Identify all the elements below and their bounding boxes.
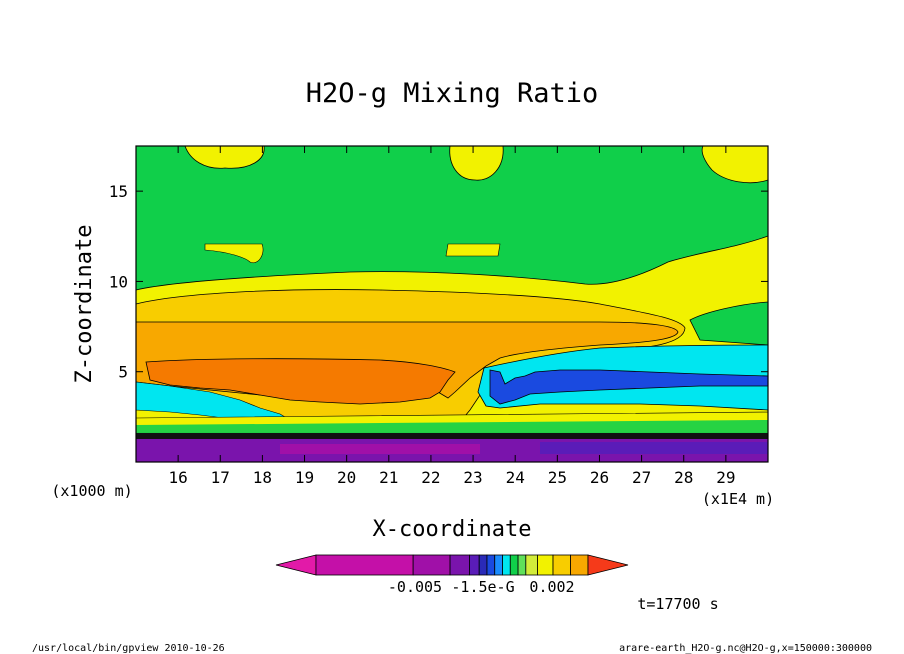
x-tick-label: 23 [463, 468, 482, 487]
y-tick-label: 15 [109, 182, 128, 201]
colorbar-segment [570, 554, 589, 576]
region-dark-orange [145, 358, 456, 405]
plot-frame [135, 145, 769, 463]
chart-title: H2O-g Mixing Ratio [306, 78, 599, 109]
x-tick-label: 25 [548, 468, 567, 487]
x-tick-label: 26 [590, 468, 609, 487]
colorbar-segment [509, 554, 519, 576]
colorbar-arrow-left [275, 554, 317, 576]
colorbar-segment [525, 554, 538, 576]
y-unit-note: (x1000 m) [51, 482, 132, 500]
region-violet-floor [280, 444, 480, 454]
region-yellow-top [701, 145, 769, 184]
colorbar-segment [486, 554, 496, 576]
footer-right: arare-earth_H2O-g.nc@H2O-g,x=150000:3000… [619, 643, 872, 654]
colorbar-label-3: 0.002 [529, 578, 574, 596]
colorbar-segment [469, 554, 480, 576]
x-tick-label: 24 [506, 468, 525, 487]
x-tick-label: 16 [169, 468, 188, 487]
colorbar-label-1: -0.005 [388, 578, 442, 596]
y-tick-label: 5 [118, 363, 128, 382]
footer-left: /usr/local/bin/gpview 2010-10-26 [32, 643, 225, 654]
x-tick-label: 21 [379, 468, 398, 487]
colorbar-segment [502, 554, 511, 576]
x-tick-label: 17 [211, 468, 230, 487]
x-axis-label: X-coordinate [373, 517, 532, 542]
region-yellow-top [449, 145, 504, 181]
region-yellow-top [184, 145, 265, 169]
colorbar-segment [315, 554, 414, 576]
x-tick-label: 28 [674, 468, 693, 487]
contour-field [135, 145, 769, 463]
x-unit-note: (x1E4 m) [702, 490, 774, 508]
region-blue-floor [540, 442, 768, 454]
x-tick-label: 18 [253, 468, 272, 487]
colorbar-segment [449, 554, 470, 576]
colorbar-segment [412, 554, 451, 576]
y-tick-label: 10 [109, 272, 128, 291]
x-tick-label: 29 [716, 468, 735, 487]
x-axis: 16 17 18 19 20 21 22 23 24 25 26 27 28 29 [169, 146, 735, 487]
x-tick-label: 27 [632, 468, 651, 487]
colorbar-segment [537, 554, 554, 576]
region-yellow-streak [204, 243, 264, 264]
region-black-line [136, 433, 768, 439]
colorbar-segment [517, 554, 527, 576]
x-tick-label: 19 [295, 468, 314, 487]
y-axis-label: Z-coordinate [72, 225, 97, 384]
colorbar-label-2: -1.5e-G [451, 578, 514, 596]
colorbar [275, 554, 629, 576]
time-label: t=17700 s [637, 595, 718, 613]
x-tick-label: 22 [421, 468, 440, 487]
y-axis: 5 10 15 [109, 182, 768, 382]
region-green-low [136, 420, 768, 436]
region-yellow-streak [445, 243, 501, 257]
colorbar-arrow-right [587, 554, 629, 576]
colorbar-segment [478, 554, 488, 576]
x-tick-label: 20 [337, 468, 356, 487]
colorbar-segment [494, 554, 503, 576]
colorbar-segment [552, 554, 571, 576]
